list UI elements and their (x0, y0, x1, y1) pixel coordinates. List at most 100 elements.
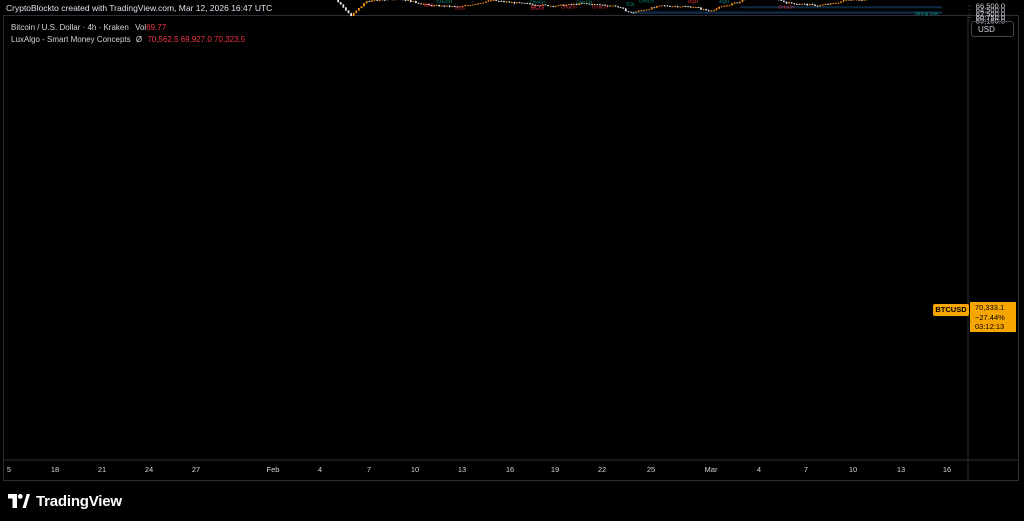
x-tick-label-12: 22 (598, 465, 606, 474)
candle-body-176 (466, 5, 469, 7)
x-tick-label-15: 4 (757, 465, 761, 474)
candle-body-311 (816, 5, 819, 7)
candle-body-152 (404, 0, 407, 1)
candle-body-134 (357, 7, 360, 11)
currency-button[interactable]: USD (971, 21, 1014, 37)
indicator-legend[interactable]: LuxAlgo - Smart Money Concepts Ø 70,562.… (11, 35, 245, 44)
structure-label-25: CHoCH (779, 4, 795, 9)
candle-body-144 (383, 0, 386, 1)
x-tick-label-18: 13 (897, 465, 905, 474)
candle-body-328 (860, 0, 863, 1)
structure-label-20: CHoCH (592, 4, 608, 9)
candle-body-217 (573, 4, 575, 5)
structure-label-13: CHoCH (436, 0, 452, 4)
volume-label: Vol (135, 23, 147, 32)
tradingview-logo[interactable]: TradingView (8, 491, 122, 511)
candle-body-267 (702, 9, 705, 10)
candle-body-261 (687, 6, 689, 8)
candle-body-247 (650, 7, 653, 10)
candle-body-252 (663, 5, 666, 7)
candle-body-184 (487, 0, 490, 2)
candle-body-175 (464, 5, 467, 7)
candle-body-246 (648, 9, 651, 11)
candle-body-165 (438, 5, 441, 7)
candle-body-214 (565, 4, 568, 6)
zone-demand-3 (739, 6, 942, 9)
candle-body-227 (599, 4, 601, 6)
candle-body-159 (422, 4, 425, 5)
candle-body-132 (352, 12, 355, 17)
candle-body-301 (790, 2, 793, 4)
tradingview-logo-text: TradingView (36, 492, 122, 510)
candle-body-269 (707, 10, 710, 12)
candle-body-215 (567, 4, 570, 5)
candle-body-163 (433, 5, 435, 7)
candle-body-127 (339, 2, 342, 5)
candle-body-216 (570, 4, 573, 5)
candle-body-233 (614, 5, 617, 7)
candle-body-243 (640, 10, 643, 12)
candle-body-158 (420, 3, 422, 5)
candle-body-236 (622, 7, 625, 9)
candle-body-128 (342, 4, 345, 8)
candle-body-169 (448, 5, 451, 7)
candle-body-160 (425, 4, 428, 5)
candle-body-133 (355, 10, 358, 13)
candle-body-242 (637, 10, 640, 12)
candle-body-130 (347, 10, 350, 14)
candle-body-238 (627, 11, 630, 13)
candle-body-255 (671, 6, 674, 8)
candle-body-263 (692, 7, 695, 9)
candle-body-199 (526, 3, 529, 5)
y-tick-label-12: 60,750.0 (976, 13, 1005, 22)
candle-body-162 (430, 5, 433, 7)
candle-body-317 (832, 3, 835, 5)
candle-body-223 (588, 3, 591, 5)
candle-body-262 (689, 6, 692, 8)
symbol-legend[interactable]: Bitcoin / U.S. Dollar · 4h · Kraken Vol6… (11, 23, 166, 32)
candle-body-183 (484, 1, 487, 3)
candle-body-180 (477, 3, 479, 5)
candle-body-218 (575, 4, 578, 5)
candle-body-302 (793, 3, 796, 5)
candle-body-161 (427, 4, 430, 6)
candle-body-210 (554, 5, 557, 7)
candle-body-304 (798, 4, 801, 5)
price-chart[interactable]: CHoCHBOSWeak HighStrong LowEQHEQLCHoCHEQ… (0, 0, 1024, 484)
structure-label-18: CHoCH (576, 0, 592, 4)
candle-body-192 (508, 1, 511, 3)
candle-body-308 (808, 4, 811, 6)
candle-body-224 (591, 3, 594, 5)
candle-body-270 (710, 10, 713, 12)
footer (0, 482, 1024, 521)
candle-body-235 (619, 7, 622, 8)
structure-label-15: BOS (455, 5, 465, 10)
candle-body-313 (821, 4, 824, 6)
candle-body-298 (783, 0, 785, 2)
x-tick-label-14: Mar (705, 465, 718, 474)
x-tick-label-19: 16 (943, 465, 951, 474)
candle-body-168 (446, 5, 448, 7)
candle-body-229 (604, 4, 606, 6)
candle-body-260 (684, 6, 687, 8)
candle-body-197 (521, 2, 524, 4)
indicator-values: 70,562.5 69,927.0 70,323.5 (147, 35, 246, 44)
x-tick-label-5: Feb (267, 465, 280, 474)
zone-demand-4 (631, 11, 942, 14)
chart-area[interactable] (3, 15, 1019, 481)
candle-body-320 (840, 1, 842, 3)
x-tick-label-17: 10 (849, 465, 857, 474)
candle-body-207 (547, 4, 549, 7)
candle-body-257 (676, 6, 679, 8)
candle-body-185 (490, 0, 492, 2)
candle-body-136 (363, 3, 365, 7)
candle-body-164 (435, 5, 438, 6)
candle-body-155 (412, 1, 415, 3)
candle-body-276 (725, 5, 728, 7)
candle-body-253 (666, 5, 669, 7)
candle-body-226 (596, 4, 599, 5)
candle-body-256 (674, 6, 676, 8)
candle-body-265 (697, 7, 700, 9)
structure-label-19: CHoCH (639, 0, 655, 4)
candle-body-251 (661, 5, 663, 7)
